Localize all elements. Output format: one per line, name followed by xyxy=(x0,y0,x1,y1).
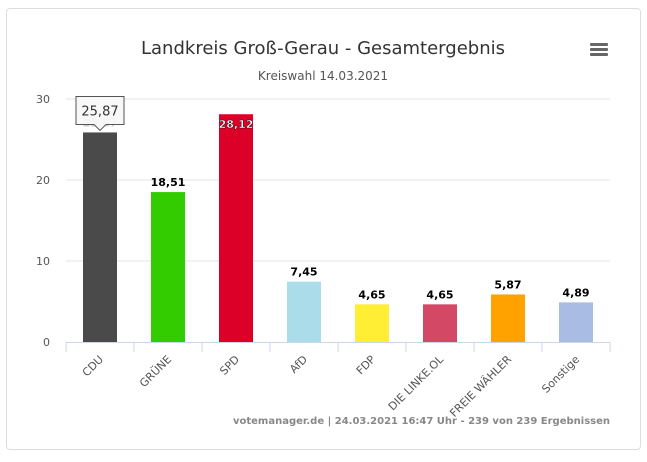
data-label: 5,87 xyxy=(494,278,521,291)
data-label: 28,12 xyxy=(219,118,254,131)
x-tick-label: SPD xyxy=(217,353,242,378)
bar-FREIE WÄHLER[interactable] xyxy=(491,294,525,342)
data-label: 4,65 xyxy=(426,288,453,301)
data-label: 18,51 xyxy=(151,176,186,189)
tooltip-text: 25,87 xyxy=(81,104,118,119)
data-label: 4,65 xyxy=(358,288,385,301)
bar-SPD[interactable] xyxy=(219,114,253,342)
x-tick-label: Sonstige xyxy=(539,353,582,396)
x-tick-label: GRÜNE xyxy=(137,353,174,390)
bar-CDU[interactable] xyxy=(83,132,117,342)
bar-FDP[interactable] xyxy=(355,304,389,342)
x-tick-label: AfD xyxy=(287,353,310,376)
hamburger-menu-icon[interactable] xyxy=(590,43,608,57)
x-tick-label: FDP xyxy=(354,353,379,378)
chart-subtitle: Kreiswahl 14.03.2021 xyxy=(258,69,388,83)
y-tick-label: 0 xyxy=(43,336,50,349)
y-tick-label: 20 xyxy=(36,174,50,187)
y-tick-label: 30 xyxy=(36,93,50,106)
tooltip-box xyxy=(75,95,125,132)
chart-title: Landkreis Groß-Gerau - Gesamtergebnis xyxy=(141,38,505,59)
bar-GRÜNE[interactable] xyxy=(151,192,185,342)
x-tick-label: FREIE WÄHLER xyxy=(447,353,514,420)
credits[interactable]: votemanager.de | 24.03.2021 16:47 Uhr - … xyxy=(233,416,610,427)
x-tick-label: CDU xyxy=(80,353,106,379)
data-label: 4,89 xyxy=(562,286,589,299)
bar-AfD[interactable] xyxy=(287,281,321,342)
data-label: 7,45 xyxy=(290,266,317,279)
bar-Sonstige[interactable] xyxy=(559,302,593,342)
y-tick-label: 10 xyxy=(36,255,50,268)
x-tick-label: DIE LINKE.OL xyxy=(386,352,447,413)
tooltip: 25,87 xyxy=(75,95,125,132)
bar-DIE LINKE.OL[interactable] xyxy=(423,304,457,342)
